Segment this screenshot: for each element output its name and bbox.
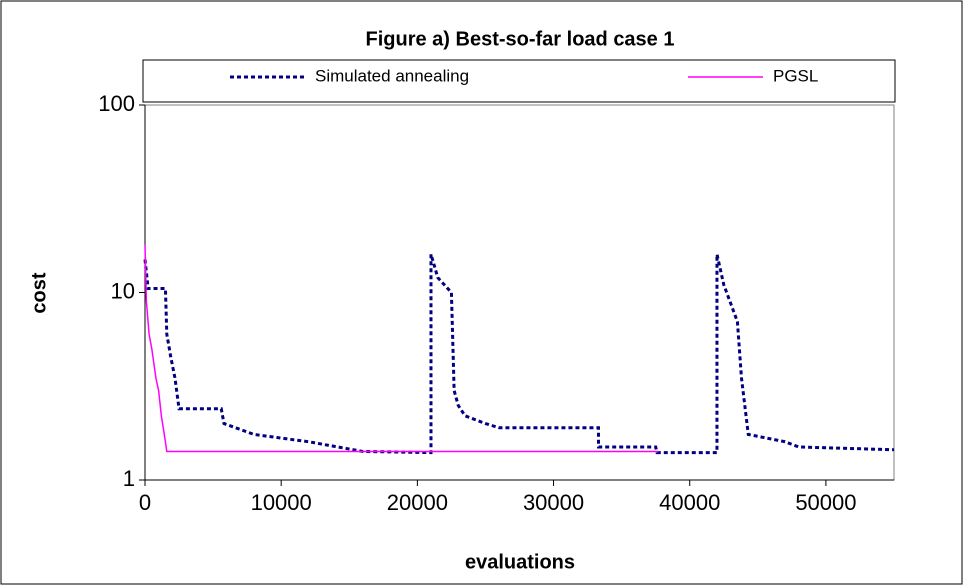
x-tick-label: 30000 bbox=[523, 490, 584, 515]
legend bbox=[142, 59, 896, 103]
x-tick-label: 40000 bbox=[659, 490, 720, 515]
y-tick-label: 10 bbox=[111, 278, 135, 303]
legend-label: Simulated annealing bbox=[315, 66, 469, 85]
x-tick-label: 0 bbox=[139, 490, 151, 515]
x-tick-label: 20000 bbox=[387, 490, 448, 515]
x-tick-label: 10000 bbox=[251, 490, 312, 515]
legend-label: PGSL bbox=[773, 66, 818, 85]
series-line bbox=[143, 253, 895, 455]
y-tick-label: 100 bbox=[98, 91, 135, 116]
x-axis-label: evaluations bbox=[465, 551, 575, 573]
y-tick-label: 1 bbox=[123, 466, 135, 491]
plot-area bbox=[144, 104, 895, 481]
y-axis-label: cost bbox=[28, 272, 50, 313]
series-line bbox=[144, 244, 659, 453]
x-tick-label: 50000 bbox=[795, 490, 856, 515]
chart-title: Figure a) Best-so-far load case 1 bbox=[366, 28, 675, 50]
